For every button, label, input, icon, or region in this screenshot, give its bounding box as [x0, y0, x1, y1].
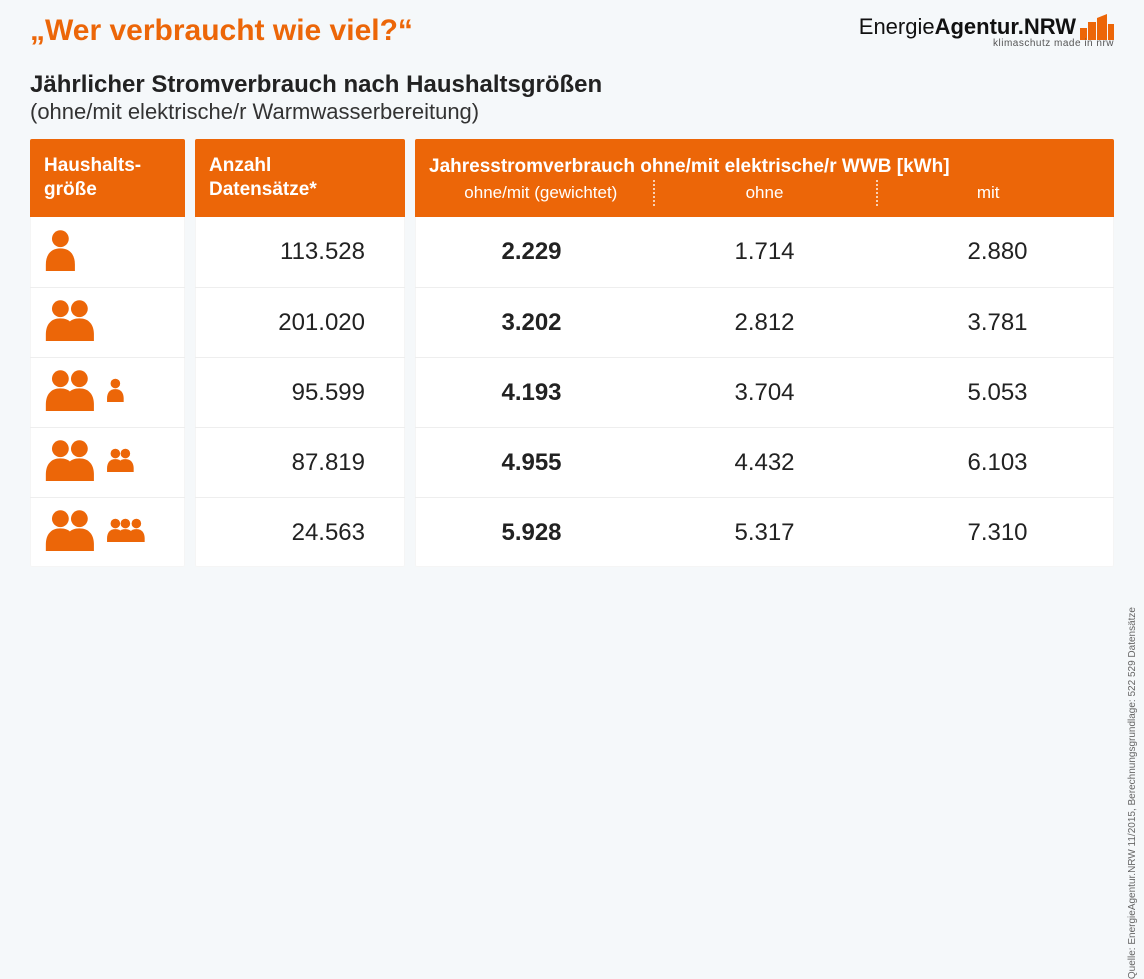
cell-mit: 6.103 [881, 449, 1114, 477]
subtitle-sub: (ohne/mit elektrische/r Warmwasserbereit… [30, 99, 1114, 125]
logo-buildings-icon [1080, 14, 1114, 40]
logo-part1: Energie [859, 14, 935, 39]
cell-mit: 7.310 [881, 519, 1114, 547]
table-row [30, 217, 185, 287]
table-row [30, 427, 185, 497]
header-count: Anzahl Datensätze* [195, 139, 405, 217]
logo-tagline: klimaschutz made in nrw [993, 38, 1114, 49]
cell-weighted: 2.229 [415, 238, 648, 266]
table-row [30, 287, 185, 357]
source-note: Quelle: EnergieAgentur.NRW 11/2015, Bere… [1127, 607, 1138, 979]
person-icon [63, 439, 96, 481]
table-row: 95.599 [195, 357, 405, 427]
cell-mit: 3.781 [881, 309, 1114, 337]
table-row: 5.928 5.317 7.310 [415, 497, 1114, 567]
cell-ohne: 5.317 [648, 519, 881, 547]
cell-ohne: 4.432 [648, 449, 881, 477]
column-usage: Jahresstromverbrauch ohne/mit elektrisch… [415, 139, 1114, 567]
logo-part3: .NRW [1018, 14, 1076, 39]
cell-weighted: 4.955 [415, 449, 648, 477]
person-icon [44, 229, 77, 271]
cell-mit: 2.880 [881, 238, 1114, 266]
data-table: Haushalts- größe [0, 129, 1144, 567]
subheader-ohne: ohne [653, 182, 877, 203]
subheader-mit: mit [876, 182, 1100, 203]
table-row [30, 497, 185, 567]
person-icon [127, 518, 146, 542]
person-icon [63, 509, 96, 551]
cell-ohne: 1.714 [648, 238, 881, 266]
brand-logo: EnergieAgentur.NRW klimaschutz made in n… [859, 14, 1114, 49]
header-household: Haushalts- größe [30, 139, 185, 217]
table-row: 2.229 1.714 2.880 [415, 217, 1114, 287]
cell-weighted: 4.193 [415, 379, 648, 407]
table-row: 24.563 [195, 497, 405, 567]
person-icon [116, 448, 135, 472]
cell-ohne: 2.812 [648, 309, 881, 337]
table-row [30, 357, 185, 427]
header-usage: Jahresstromverbrauch ohne/mit elektrisch… [415, 139, 1114, 217]
person-icon [63, 369, 96, 411]
subtitle-main: Jährlicher Stromverbrauch nach Haushalts… [30, 71, 1114, 99]
table-row: 4.955 4.432 6.103 [415, 427, 1114, 497]
person-icon [63, 299, 96, 341]
table-row: 201.020 [195, 287, 405, 357]
page-title: „Wer verbraucht wie viel?“ [30, 14, 413, 48]
table-row: 3.202 2.812 3.781 [415, 287, 1114, 357]
cell-weighted: 5.928 [415, 519, 648, 547]
cell-ohne: 3.704 [648, 379, 881, 407]
person-icon [106, 378, 125, 402]
logo-part2: Agentur [935, 14, 1018, 39]
table-row: 113.528 [195, 217, 405, 287]
cell-weighted: 3.202 [415, 309, 648, 337]
column-count: Anzahl Datensätze* 113.528201.02095.5998… [195, 139, 405, 567]
subheader-weighted: ohne/mit (gewichtet) [429, 182, 653, 203]
table-row: 4.193 3.704 5.053 [415, 357, 1114, 427]
cell-mit: 5.053 [881, 379, 1114, 407]
column-household: Haushalts- größe [30, 139, 185, 567]
table-row: 87.819 [195, 427, 405, 497]
